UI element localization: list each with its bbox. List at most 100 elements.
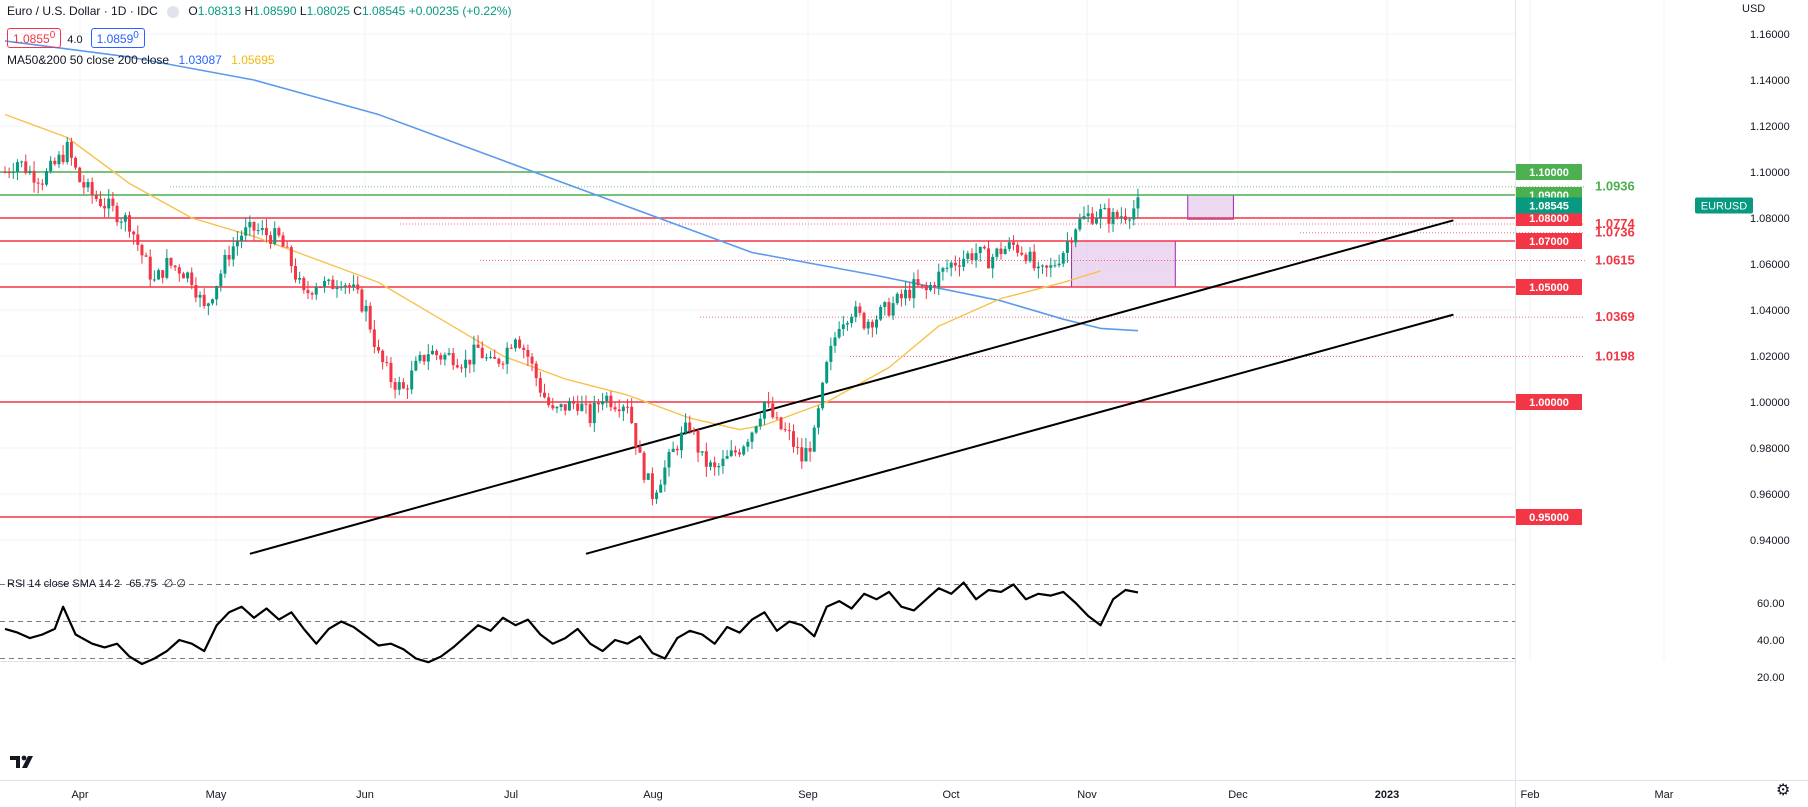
eye-dot-icon[interactable] xyxy=(167,5,180,18)
candle-body xyxy=(650,473,654,500)
candle-body xyxy=(1045,265,1049,268)
candle-body xyxy=(298,277,302,280)
price-tick-label: 0.94000 xyxy=(1750,535,1790,547)
buy-button[interactable]: 1.08590 xyxy=(90,28,145,48)
candle-body xyxy=(580,403,584,411)
candle-body xyxy=(318,286,322,288)
level-tag-label: 1.08000 xyxy=(1529,213,1569,225)
candle-body xyxy=(136,234,140,245)
candle-body xyxy=(248,222,252,228)
candle-body xyxy=(480,347,484,358)
candle-body xyxy=(144,255,148,257)
candle-body xyxy=(841,324,845,329)
candle-body xyxy=(958,265,961,267)
candle-body xyxy=(513,339,517,349)
level-tag xyxy=(1516,279,1582,295)
price-tick-label: 1.02000 xyxy=(1750,351,1790,363)
candle-body xyxy=(256,230,260,232)
candle-body xyxy=(28,170,32,174)
candle-body xyxy=(381,350,385,363)
sell-button[interactable]: 1.08550 xyxy=(7,28,62,48)
candle-body xyxy=(385,362,389,364)
candle-body xyxy=(920,285,924,287)
candle-body xyxy=(489,356,493,358)
tradingview-logo-icon[interactable] xyxy=(8,752,36,772)
candle-body xyxy=(11,172,15,174)
ma-legend[interactable]: MA50&200 50 close 200 close 1.03087 1.05… xyxy=(7,53,275,67)
time-tick-label: 2023 xyxy=(1375,789,1399,801)
candle-body xyxy=(140,244,144,256)
candle-body xyxy=(592,402,596,424)
candle-body xyxy=(679,432,683,451)
ohlc-close: 1.08545 xyxy=(361,4,406,18)
candle-body xyxy=(1041,265,1044,267)
candle-body xyxy=(1111,212,1115,224)
candle-body xyxy=(962,258,966,267)
candle-body xyxy=(576,403,580,411)
price-tick-label: 1.04000 xyxy=(1750,305,1790,317)
candle-body xyxy=(460,367,463,369)
candle-body xyxy=(464,359,468,369)
candle-body xyxy=(883,302,887,307)
symbol-tag xyxy=(1695,197,1753,214)
time-tick-label: Jun xyxy=(356,789,374,801)
candle-body xyxy=(123,215,127,222)
spread-value: 4.0 xyxy=(67,34,83,46)
candle-body xyxy=(157,270,161,280)
candle-body xyxy=(36,182,40,184)
candle-body xyxy=(40,183,44,185)
candle-body xyxy=(78,167,82,183)
time-tick-label: Dec xyxy=(1228,789,1248,801)
candle-body xyxy=(584,403,588,405)
candle-body xyxy=(555,407,559,409)
candle-body xyxy=(107,198,111,209)
symbol-title[interactable]: Euro / U.S. Dollar · 1D · IDC xyxy=(7,4,158,18)
candle-body xyxy=(725,456,729,459)
candle-body xyxy=(547,397,551,406)
candle-body xyxy=(347,285,351,288)
candle-body xyxy=(522,347,526,350)
candle-body xyxy=(1028,251,1032,262)
time-tick-label: Oct xyxy=(942,789,959,801)
rsi-value: 65.75 xyxy=(129,578,157,590)
candle-body xyxy=(426,354,430,362)
candle-body xyxy=(161,270,165,278)
candle-body xyxy=(281,235,285,247)
level-tag-label: 1.00000 xyxy=(1529,397,1569,409)
candle-body xyxy=(310,293,314,295)
candle-body xyxy=(667,452,671,468)
price-tick-label: 1.10000 xyxy=(1750,167,1790,179)
candle-body xyxy=(389,362,393,383)
candle-body xyxy=(829,345,833,362)
gear-icon[interactable]: ⚙ xyxy=(1776,782,1791,799)
candle-body xyxy=(493,356,497,359)
candle-body xyxy=(1020,252,1024,255)
candle-body xyxy=(430,350,434,355)
candle-body xyxy=(800,447,804,462)
ma-legend-label: MA50&200 50 close 200 close xyxy=(7,53,170,67)
level-tag-label: 1.05000 xyxy=(1529,282,1569,294)
candle-body xyxy=(758,418,762,427)
rsi-legend[interactable]: RSI 14 close SMA 14 2 65.75 ∅ ∅ xyxy=(7,577,186,590)
level-tag xyxy=(1516,210,1582,226)
sell-super: 0 xyxy=(49,30,56,41)
candle-body xyxy=(833,337,837,346)
channel-upper-line xyxy=(249,219,1454,555)
level-tag-label: 0.95000 xyxy=(1529,512,1569,524)
candle-body xyxy=(787,430,791,432)
candle-body xyxy=(339,286,343,288)
candle-body xyxy=(771,403,775,418)
candle-body xyxy=(206,303,210,307)
candle-body xyxy=(1132,208,1136,220)
candle-body xyxy=(567,400,571,411)
candle-body xyxy=(269,235,273,244)
candle-body xyxy=(1119,216,1123,218)
candle-body xyxy=(32,170,36,183)
candle-body xyxy=(86,182,90,188)
candle-body xyxy=(219,273,223,287)
candles xyxy=(3,137,1140,506)
candle-body xyxy=(1115,212,1119,218)
candle-body xyxy=(821,382,825,409)
candle-body xyxy=(538,378,542,393)
